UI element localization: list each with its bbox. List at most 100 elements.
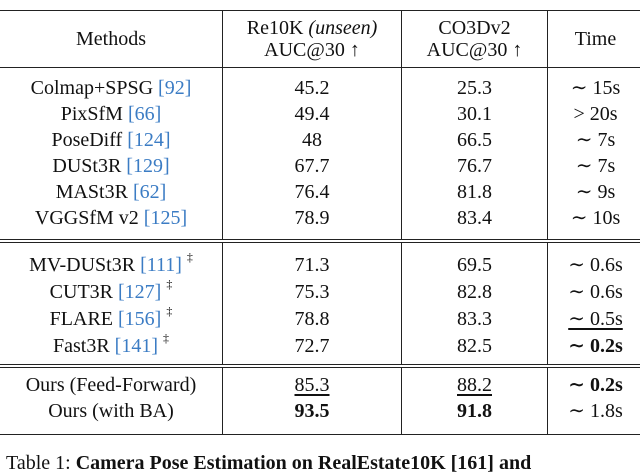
method-name: VGGSfM v2: [35, 207, 139, 229]
time-value: ∼ 0.2s: [568, 374, 623, 396]
value-cell: 85.3: [223, 372, 402, 398]
table-row: Ours (with BA) 93.5 91.8 ∼ 1.8s: [0, 398, 640, 424]
re10k-value: 49.4: [295, 103, 330, 125]
re10k-value: 78.9: [295, 207, 330, 229]
re10k-value: 76.4: [295, 181, 330, 203]
cell: [0, 359, 223, 366]
time-value: ∼ 0.2s: [568, 335, 623, 357]
time-value: ∼ 0.6s: [568, 254, 623, 276]
caption-label: Table 1:: [6, 452, 71, 474]
cell: [0, 231, 223, 241]
time-value: ∼ 7s: [576, 129, 616, 151]
table-row: PoseDiff [124] 48 66.5 ∼ 7s: [0, 127, 640, 153]
time-value: ∼ 15s: [571, 77, 621, 99]
method-cell: MV-DUSt3R [111] ‡: [0, 251, 223, 278]
cell: [548, 424, 640, 435]
method-cell: PixSfM [66]: [0, 101, 223, 127]
time-value: ∼ 0.6s: [568, 281, 623, 303]
value-cell: ∼ 15s: [548, 75, 640, 101]
cell: [548, 231, 640, 241]
cell: [402, 424, 548, 435]
re10k-value: 67.7: [295, 155, 330, 177]
footnote-mark: ‡: [163, 331, 169, 345]
co3d-value: 82.5: [457, 335, 492, 357]
co3d-value: 91.8: [457, 400, 492, 422]
spacer-row: [0, 68, 640, 76]
co3d-value: 69.5: [457, 254, 492, 276]
spacer-row: [0, 241, 640, 251]
value-cell: ∼ 7s: [548, 127, 640, 153]
method-cell: Ours (with BA): [0, 398, 223, 424]
method-cell: Colmap+SPSG [92]: [0, 75, 223, 101]
re10k-value: 93.5: [295, 400, 330, 422]
caption: Table 1: Camera Pose Estimation on RealE…: [6, 452, 531, 475]
caption-text: Camera Pose Estimation on RealEstate10K …: [76, 452, 532, 474]
method-cell: PoseDiff [124]: [0, 127, 223, 153]
spacer-row: [0, 231, 640, 241]
cell: [223, 68, 402, 76]
value-cell: 25.3: [402, 75, 548, 101]
method-name: MASt3R: [56, 181, 128, 203]
method-name: CUT3R: [50, 281, 113, 303]
table-row: Colmap+SPSG [92] 45.2 25.3 ∼ 15s: [0, 75, 640, 101]
cell: [0, 68, 223, 76]
value-cell: 69.5: [402, 251, 548, 278]
method-name: PoseDiff: [51, 129, 122, 151]
cell: [548, 241, 640, 251]
table-body: Colmap+SPSG [92] 45.2 25.3 ∼ 15s PixSfM [66]…: [0, 68, 640, 435]
value-cell: ∼ 1.8s: [548, 398, 640, 424]
co3d-value: 83.4: [457, 207, 492, 229]
re10k-value: 45.2: [295, 77, 330, 99]
value-cell: 75.3: [223, 278, 402, 305]
co3d-value: 66.5: [457, 129, 492, 151]
re10k-value: 85.3: [295, 374, 330, 396]
method-name: Ours (Feed-Forward): [26, 374, 197, 396]
citation: [111]: [140, 254, 182, 276]
cell: [223, 241, 402, 251]
method-name: FLARE: [50, 308, 113, 330]
time-value: ∼ 1.8s: [568, 400, 623, 422]
footnote-mark: ‡: [187, 250, 193, 264]
time-value: ∼ 0.5s: [568, 308, 623, 330]
value-cell: 82.8: [402, 278, 548, 305]
method-name: Colmap+SPSG: [31, 77, 153, 99]
citation: [62]: [133, 181, 166, 203]
time-value: ∼ 10s: [571, 207, 621, 229]
value-cell: 72.7: [223, 332, 402, 359]
co3d-value: 30.1: [457, 103, 492, 125]
co3d-value: 88.2: [457, 374, 492, 396]
value-cell: 45.2: [223, 75, 402, 101]
method-name: Ours (with BA): [48, 400, 174, 422]
co3d-value: 81.8: [457, 181, 492, 203]
cell: [0, 424, 223, 435]
value-cell: ∼ 0.5s: [548, 305, 640, 332]
co3d-value: 82.8: [457, 281, 492, 303]
footnote-mark: ‡: [166, 304, 172, 318]
value-cell: 76.7: [402, 153, 548, 179]
cell: [548, 68, 640, 76]
method-cell: FLARE [156] ‡: [0, 305, 223, 332]
re10k-value: 48: [302, 129, 322, 151]
header-cell: Time: [575, 28, 617, 50]
citation: [141]: [115, 335, 158, 357]
method-cell: Ours (Feed-Forward): [0, 372, 223, 398]
citation: [92]: [158, 77, 191, 99]
cell: [223, 359, 402, 366]
cell: [402, 231, 548, 241]
value-cell: ∼ 7s: [548, 153, 640, 179]
header-cell: AUC@30 ↑: [427, 39, 523, 61]
header-cell: AUC@30 ↑: [264, 39, 360, 61]
value-cell: 83.4: [402, 205, 548, 231]
re10k-value: 72.7: [295, 335, 330, 357]
method-name: Fast3R: [53, 335, 110, 357]
method-name: PixSfM: [61, 103, 123, 125]
header-cell: Re10K: [247, 17, 304, 39]
